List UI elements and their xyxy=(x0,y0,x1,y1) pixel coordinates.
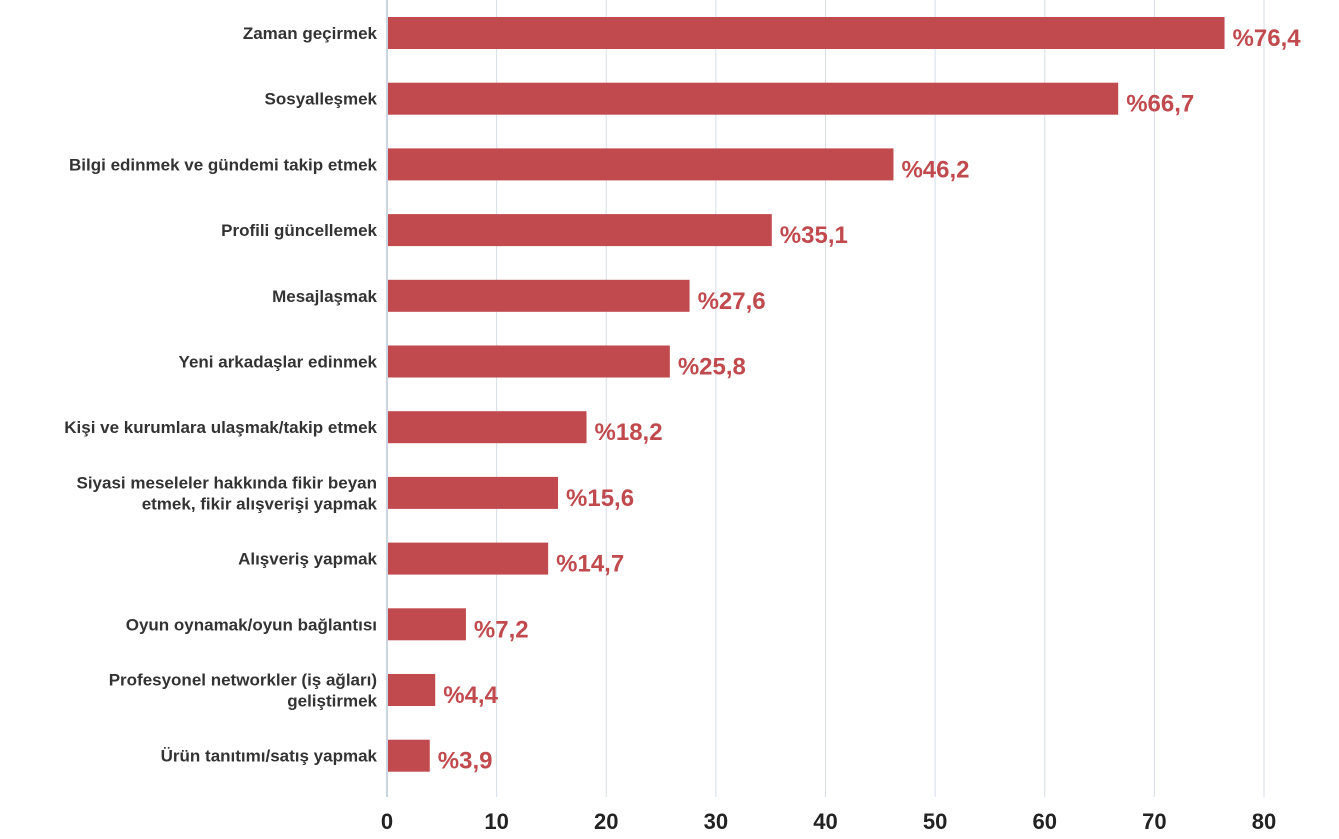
category-label: Profili güncellemek xyxy=(221,221,377,240)
value-label: %7,2 xyxy=(474,616,529,643)
x-tick-label: 70 xyxy=(1142,809,1166,834)
category-label: Ürün tanıtımı/satış yapmak xyxy=(161,747,378,766)
bar xyxy=(388,674,436,706)
value-label: %35,1 xyxy=(780,222,848,249)
value-label: %14,7 xyxy=(556,551,624,578)
bar xyxy=(388,608,466,641)
value-label: %18,2 xyxy=(595,419,663,446)
value-label: %15,6 xyxy=(566,485,634,512)
x-tick-label: 0 xyxy=(381,809,393,834)
bar xyxy=(388,82,1119,115)
category-label: Sosyalleşmek xyxy=(265,90,378,109)
category-label: Bilgi edinmek ve gündemi takip etmek xyxy=(69,155,378,174)
x-tick-label: 30 xyxy=(704,809,728,834)
category-label: Oyun oynamak/oyun bağlantısı xyxy=(126,615,377,634)
category-label: Zaman geçirmek xyxy=(243,24,378,43)
bar xyxy=(388,17,1225,49)
bar xyxy=(388,739,430,772)
value-label: %76,4 xyxy=(1233,25,1302,52)
x-tick-label: 60 xyxy=(1033,809,1057,834)
x-tick-label: 20 xyxy=(594,809,618,834)
category-label: geliştirmek xyxy=(287,692,377,711)
x-tick-label: 40 xyxy=(813,809,837,834)
bar xyxy=(388,411,587,444)
value-label: %27,6 xyxy=(698,288,766,315)
bar xyxy=(388,214,772,247)
x-tick-label: 80 xyxy=(1252,809,1276,834)
category-label: Alışveriş yapmak xyxy=(238,550,377,569)
bar xyxy=(388,542,549,575)
category-label: Siyasi meseleler hakkında fikir beyan xyxy=(77,473,378,492)
value-label: %66,7 xyxy=(1126,91,1194,118)
category-label: Mesajlaşmak xyxy=(272,287,377,306)
bar xyxy=(388,279,690,312)
x-tick-label: 50 xyxy=(923,809,947,834)
value-label: %4,4 xyxy=(443,682,498,709)
x-tick-label: 10 xyxy=(484,809,508,834)
value-label: %46,2 xyxy=(901,156,969,183)
bar xyxy=(388,476,559,509)
category-label: etmek, fikir alışverişi yapmak xyxy=(142,494,378,513)
value-label: %25,8 xyxy=(678,354,746,381)
bar xyxy=(388,148,894,181)
category-label: Yeni arkadaşlar edinmek xyxy=(179,353,378,372)
category-label: Kişi ve kurumlara ulaşmak/takip etmek xyxy=(64,418,377,437)
category-label: Profesyonel networkler (iş ağları) xyxy=(109,671,377,690)
bar xyxy=(388,345,670,378)
value-label: %3,9 xyxy=(438,748,493,775)
